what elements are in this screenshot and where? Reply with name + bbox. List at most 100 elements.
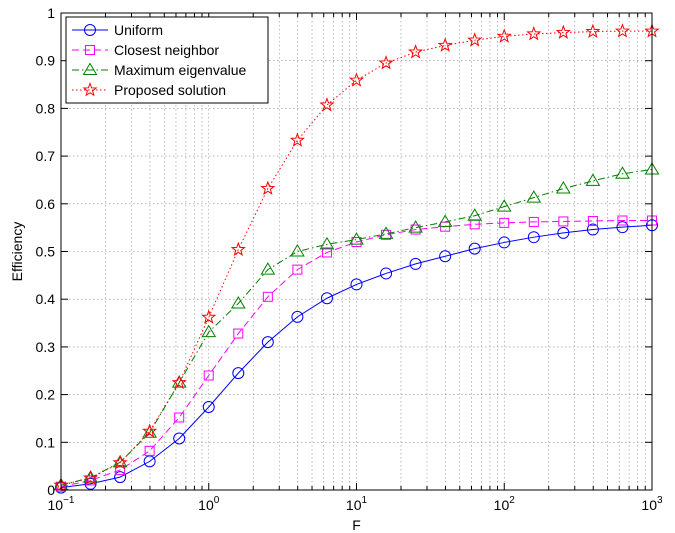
legend-label: Uniform [114,22,163,38]
data-point-circle [202,401,215,414]
y-tick-label: 0.4 [36,291,56,307]
data-point-star [82,82,98,97]
data-point-circle [173,432,186,445]
data-point-triangle [201,324,217,338]
data-point-square [203,370,214,381]
data-point-square [499,217,510,228]
series-3 [53,23,660,492]
data-point-square [144,445,155,456]
data-point-star [289,132,305,147]
data-point-triangle [83,470,98,483]
data-point-triangle [260,262,276,275]
data-point-star [260,180,276,195]
y-tick-label: 0.8 [36,100,56,116]
data-point-star [378,55,394,70]
data-point-triangle [615,166,630,179]
x-tick-exponent: 2 [509,495,515,506]
data-point-triangle [319,236,335,250]
data-point-square [292,264,303,275]
series-layer [53,23,660,494]
data-point-square [351,236,362,247]
x-axis-label: F [352,517,361,533]
data-point-square [321,247,332,258]
data-point-star [82,470,99,485]
data-point-square [558,216,569,227]
data-point-star [230,241,246,257]
x-tick-exponent: 0 [214,495,220,506]
x-tick-base: 10 [641,497,657,513]
x-tick-exponent: 1 [362,495,368,506]
data-point-circle [84,477,97,490]
data-point-square [587,215,598,226]
data-point-star [467,32,483,47]
x-tick-base: 10 [494,497,510,513]
data-point-star [526,26,542,41]
data-point-circle [498,236,511,249]
y-tick-label: 0.9 [36,53,56,69]
series-1 [56,215,657,492]
data-point-square [85,475,96,486]
x-tick-base: 10 [48,497,64,513]
data-point-triangle [171,375,187,388]
data-point-circle [616,221,629,234]
x-tick-base: 10 [198,497,214,513]
legend-label: Closest neighbor [114,42,219,58]
x-tick-label: 100 [198,495,220,513]
y-tick-label: 0.5 [36,244,56,260]
data-point-triangle [82,62,98,75]
legend-entry: Maximum eigenvalue [72,62,246,78]
data-point-triangle [496,199,512,212]
data-point-triangle [437,214,453,227]
data-point-star [142,423,158,438]
legend-entry: Closest neighbor [72,42,219,58]
legend: Uniform Closest neighbor Maximum eigenvalu… [65,16,269,104]
data-point-star [319,97,335,112]
data-point-star [201,309,217,324]
legend-entry: Proposed solution [72,82,226,98]
data-point-square [617,215,628,226]
data-point-star [585,23,601,39]
data-point-star [555,24,571,39]
data-point-circle [439,250,452,263]
legend-label: Maximum eigenvalue [114,62,246,78]
data-point-star [171,374,187,390]
data-point-star [437,37,453,52]
data-point-circle [350,278,363,291]
series-line [60,220,652,488]
x-tick-label: 101 [346,495,368,513]
legend-box [65,16,269,104]
data-point-circle [409,257,422,270]
grid [61,13,652,490]
data-point-triangle [378,226,394,239]
data-point-triangle [112,454,128,468]
data-point-square [174,412,185,423]
data-point-triangle [467,208,483,221]
data-point-circle [84,24,96,36]
data-point-circle [291,310,304,323]
axis-ticks [60,12,653,491]
data-point-star [408,44,424,59]
data-point-triangle [290,244,305,257]
data-point-square [85,45,95,55]
x-tick-base: 10 [346,497,362,513]
data-point-star [614,23,631,38]
x-tick-exponent: −1 [63,495,75,506]
data-point-circle [261,336,274,349]
legend-label: Proposed solution [114,82,226,98]
data-point-star [496,28,512,43]
data-point-circle [586,223,599,236]
x-tick-label: 102 [494,495,516,513]
data-point-circle [114,471,127,484]
x-tick-label: 10−1 [48,495,75,513]
data-point-triangle [408,220,423,233]
data-point-circle [527,231,540,244]
data-point-circle [232,367,245,380]
data-point-star [348,72,365,87]
data-point-triangle [585,173,601,186]
y-tick-label: 0.6 [36,196,56,212]
data-point-triangle [230,296,246,309]
data-point-star [112,454,128,470]
data-point-square [233,328,244,339]
